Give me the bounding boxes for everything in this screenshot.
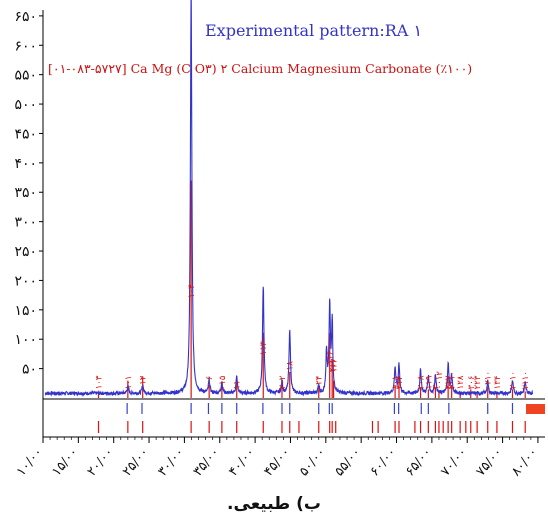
experimental-trace [44, 0, 534, 397]
x-tick-label: ۸۰/۰۰ [509, 445, 541, 479]
peak-label: ۳۰۶ [467, 376, 477, 390]
x-axis-ticks: ۱۰/۰۰ ۱۵/۰۰ ۲۰/۰۰ ۲۵/۰۰ ۳۰/۰۰ ۳۵/۰۰ ۴۰/۰۰ ۴۵/۰۰… [14, 437, 541, 479]
x-tick-label: ۴۰/۰۰ [226, 445, 258, 479]
peak-label: ۱۰۱۰ [391, 371, 401, 389]
x-tick-label: ۳۵/۰۰ [191, 445, 223, 479]
y-tick-label: ۴۵۰ [14, 126, 37, 142]
peak-label: ۲۲۳ [473, 375, 483, 389]
peak-label: ۲۱۱۰ [521, 371, 531, 389]
peak-label: ۱۱۳ [259, 341, 269, 355]
peak-label: ۱۲۲ [330, 358, 340, 372]
peak-label: ۲۰۸ [417, 375, 427, 389]
peak-label: ۱۲۸ [456, 375, 466, 389]
y-tick-label: ۳۵۰ [14, 185, 37, 201]
chart-title: Experimental pattern:RA ۱ [205, 21, 422, 40]
experimental-pattern [44, 0, 534, 397]
peak-label: ۰۲۱۰ [484, 371, 494, 389]
x-tick-label: ۲۵/۰۰ [120, 445, 152, 479]
peak-label: ۰۱۸ [286, 361, 296, 375]
y-tick-label: ۱۰۰ [14, 332, 37, 348]
y-axis-ticks: ۵۰ ۱۰۰ ۱۵۰ ۲۰۰ ۲۵۰ ۳۰۰ ۳۵۰ ۴۰۰ ۴۵۰ ۵۰۰ ۵۵۰ ۶۰۰ ۶۵۰ [14, 9, 43, 378]
x-tick-label: ۱۵/۰۰ [49, 445, 81, 479]
y-tick-label: ۵۵۰ [14, 68, 37, 84]
y-tick-label: ۱۵۰ [14, 303, 37, 319]
peak-label: ۰۱۵ [218, 375, 228, 389]
reference-label: [۰۱-۰۸۳-۵۷۲۷] Ca Mg (C O۳) ۲ Calcium Mag… [48, 61, 472, 76]
peak-label: ۱۰۴ [187, 284, 197, 298]
y-tick-label: ۵۰ [22, 362, 37, 378]
peak-label: ۲۱۱ [328, 359, 338, 373]
peak-label: ۲۱۷ [444, 375, 454, 389]
xrd-chart: ۵۰ ۱۰۰ ۱۵۰ ۲۰۰ ۲۵۰ ۳۰۰ ۳۵۰ ۴۰۰ ۴۵۰ ۵۰۰ ۵۵۰ ۶۰۰ ۶۵۰ ۱… [14, 0, 545, 479]
x-tick-label: ۱۰/۰۰ [14, 445, 46, 479]
x-tick-label: ۳۰/۰۰ [155, 445, 187, 479]
y-tick-label: ۳۰۰ [14, 215, 37, 231]
peak-label: ۲۱۴ [395, 376, 405, 390]
peak-label: ۳۰۰ [431, 376, 441, 390]
x-tick-label: ۵۵/۰۰ [332, 445, 364, 479]
x-tick-label: ۴۵/۰۰ [261, 445, 293, 479]
x-tick-label: ۲۰/۰۰ [85, 445, 117, 479]
y-tick-label: ۲۰۰ [14, 273, 37, 289]
peak-label: ۲۰۱۰ [448, 371, 458, 389]
y-tick-label: ۵۰۰ [14, 97, 37, 113]
x-tick-label: ۶۰/۰۰ [367, 445, 399, 479]
y-tick-label: ۲۵۰ [14, 244, 37, 260]
y-tick-label: ۴۰۰ [14, 156, 37, 172]
x-tick-label: ۷۵/۰۰ [473, 445, 505, 479]
phase-tick-marks [97, 403, 526, 433]
x-tick-label: ۷۰/۰۰ [438, 445, 470, 479]
x-tick-label: ۵۰/۰۰ [297, 445, 329, 479]
peak-label: ۰۲۴ [315, 376, 325, 390]
reference-sticks [97, 180, 526, 398]
y-tick-label: ۶۵۰ [14, 9, 37, 25]
peak-label: ۱۰۳ [95, 375, 105, 389]
peak-label: ۱۰۱ [124, 376, 134, 390]
peak-label: ۰۰۶ [205, 376, 215, 390]
peak-label: ۲۰۲ [278, 375, 288, 389]
peak-label: ۱۱۹ [424, 375, 434, 389]
marker-block [526, 404, 545, 414]
peak-label: ۱۳۴ [493, 376, 503, 390]
figure-caption: ب) طبیعی. [227, 494, 321, 514]
peak-label: ۰۱۲ [139, 375, 149, 389]
peak-label: ۱۱۶ [326, 351, 336, 365]
peak-label: ۲۰۱۰ [508, 371, 518, 389]
y-tick-label: ۶۰۰ [14, 38, 37, 54]
plot-frame [42, 10, 545, 438]
peak-label: ۰۰۱۲ [435, 371, 445, 390]
x-tick-label: ۶۵/۰۰ [403, 445, 435, 479]
peak-label: ۱۱۰ [233, 376, 243, 390]
